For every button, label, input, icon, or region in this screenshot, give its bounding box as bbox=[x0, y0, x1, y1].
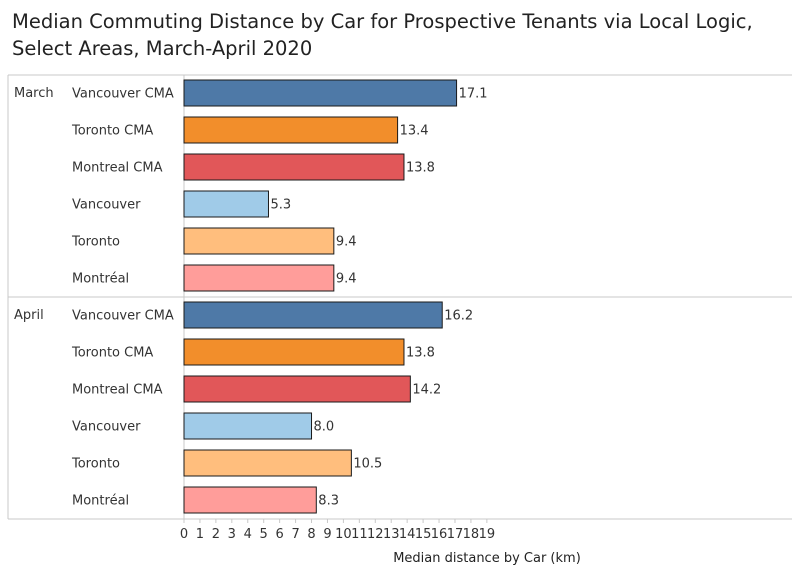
bar bbox=[183, 190, 269, 218]
data-label: 13.8 bbox=[406, 161, 435, 176]
group-label: April bbox=[14, 308, 44, 323]
category-label: Toronto bbox=[71, 457, 120, 472]
data-label: 10.5 bbox=[353, 457, 382, 472]
data-label: 9.4 bbox=[336, 272, 357, 287]
category-label: Montréal bbox=[72, 494, 129, 509]
bar bbox=[183, 153, 405, 181]
data-label: 5.3 bbox=[270, 198, 291, 213]
bar bbox=[183, 375, 411, 403]
chart-title: Median Commuting Distance by Car for Pro… bbox=[12, 10, 753, 60]
bar bbox=[183, 412, 313, 440]
data-label: 13.4 bbox=[400, 124, 429, 139]
category-label: Toronto CMA bbox=[71, 124, 153, 139]
x-tick-label: 11 bbox=[351, 527, 368, 542]
category-label: Vancouver bbox=[72, 420, 141, 435]
x-tick-label: 15 bbox=[415, 527, 432, 542]
x-tick-label: 8 bbox=[307, 527, 315, 542]
bar bbox=[183, 338, 405, 366]
x-tick-label: 6 bbox=[275, 527, 283, 542]
x-tick-label: 12 bbox=[367, 527, 384, 542]
category-label: Montréal bbox=[72, 272, 129, 287]
x-tick-label: 14 bbox=[399, 527, 416, 542]
data-label: 17.1 bbox=[459, 87, 488, 102]
data-label: 14.2 bbox=[412, 383, 441, 398]
x-tick-label: 2 bbox=[212, 527, 220, 542]
x-tick-label: 0 bbox=[180, 527, 188, 542]
category-label: Toronto bbox=[71, 235, 120, 250]
data-label: 13.8 bbox=[406, 346, 435, 361]
chart-rows: March Vancouver CMA Toronto CMA Montreal CM… bbox=[14, 86, 174, 509]
x-tick-label: 16 bbox=[431, 527, 448, 542]
bar bbox=[183, 301, 443, 329]
bar bbox=[183, 449, 352, 477]
category-label: Toronto CMA bbox=[71, 346, 153, 361]
category-label: Montreal CMA bbox=[72, 383, 163, 398]
x-axis-label: Median distance by Car (km) bbox=[393, 551, 581, 566]
category-label: Vancouver CMA bbox=[72, 87, 174, 102]
bar bbox=[183, 116, 399, 144]
x-tick-label: 3 bbox=[228, 527, 236, 542]
data-label: 8.3 bbox=[318, 494, 339, 509]
x-tick-label: 1 bbox=[196, 527, 204, 542]
data-label: 9.4 bbox=[336, 235, 357, 250]
x-tick-label: 17 bbox=[447, 527, 464, 542]
bar bbox=[183, 227, 335, 255]
x-tick-label: 7 bbox=[291, 527, 299, 542]
x-tick-label: 4 bbox=[244, 527, 252, 542]
chart-frame bbox=[7, 74, 792, 520]
x-tick-label: 19 bbox=[479, 527, 496, 542]
x-tick-label: 10 bbox=[335, 527, 352, 542]
category-label: Montreal CMA bbox=[72, 161, 163, 176]
x-tick-label: 5 bbox=[260, 527, 268, 542]
category-label: Vancouver CMA bbox=[72, 309, 174, 324]
x-axis: 0 1 2 3 4 5 6 7 8 9 10 11 12 13 14 15 16 17 18 19 bbox=[180, 519, 495, 542]
bar bbox=[183, 79, 458, 107]
chart-bars: 17.1 13.4 13.8 5.3 9.4 9.4 16.2 13.8 14.2 8.0 10.5… bbox=[183, 79, 488, 514]
bar bbox=[183, 264, 335, 292]
data-label: 16.2 bbox=[444, 309, 473, 324]
bar bbox=[183, 486, 317, 514]
group-label: March bbox=[14, 86, 54, 101]
category-label: Vancouver bbox=[72, 198, 141, 213]
x-tick-label: 18 bbox=[463, 527, 480, 542]
data-label: 8.0 bbox=[314, 420, 335, 435]
x-tick-label: 13 bbox=[383, 527, 400, 542]
x-tick-label: 9 bbox=[323, 527, 331, 542]
